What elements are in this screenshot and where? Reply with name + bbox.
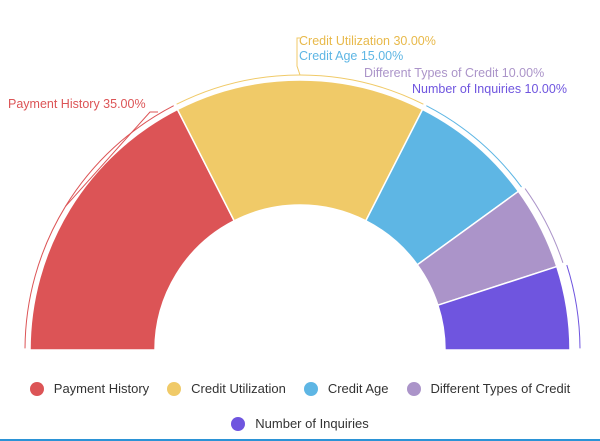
legend-label: Different Types of Credit xyxy=(430,381,571,396)
legend-item-credit-age[interactable]: Credit Age xyxy=(303,381,389,396)
leader-line-credit-utilization xyxy=(296,37,301,76)
legend-row-1: Payment History Credit Utilization Credi… xyxy=(0,381,600,396)
leader-credit-utilization xyxy=(176,74,424,105)
data-label-number-of-inquiries: Number of Inquiries 10.00% xyxy=(412,82,567,96)
data-labels: Payment History 35.00% Credit Utilization… xyxy=(8,34,567,111)
slice-credit-utilization[interactable] xyxy=(176,79,424,222)
legend-item-number-of-inquiries[interactable]: Number of Inquiries xyxy=(231,416,369,431)
legend-row-2: Number of Inquiries xyxy=(0,416,600,431)
bottom-border xyxy=(0,439,600,441)
legend-label: Payment History xyxy=(53,381,150,396)
leader-number-of-inquiries xyxy=(566,264,581,349)
data-label-payment-history: Payment History 35.00% xyxy=(8,97,146,111)
data-label-different-types-of-credit: Different Types of Credit 10.00% xyxy=(364,66,544,80)
data-label-credit-age: Credit Age 15.00% xyxy=(299,49,403,63)
legend-item-credit-utilization[interactable]: Credit Utilization xyxy=(167,381,286,396)
legend-swatch xyxy=(406,381,421,396)
leader-different-types-of-credit xyxy=(524,188,564,263)
data-label-credit-utilization: Credit Utilization 30.00% xyxy=(299,34,436,48)
legend-label: Credit Utilization xyxy=(191,381,286,396)
label-leader-lines xyxy=(24,37,581,349)
chart-slices xyxy=(29,79,571,351)
legend-swatch xyxy=(303,381,318,396)
legend-swatch xyxy=(29,381,44,396)
slice-number-of-inquiries[interactable] xyxy=(436,265,571,351)
legend-label: Number of Inquiries xyxy=(255,416,369,431)
leader-credit-age xyxy=(426,105,522,188)
legend-label: Credit Age xyxy=(327,381,389,396)
leader-line-payment-history xyxy=(65,111,158,207)
legend-swatch xyxy=(231,416,246,431)
slice-payment-history[interactable] xyxy=(29,108,236,351)
legend-item-payment-history[interactable]: Payment History xyxy=(29,381,150,396)
legend-swatch xyxy=(167,381,182,396)
legend-item-different-types-of-credit[interactable]: Different Types of Credit xyxy=(406,381,571,396)
